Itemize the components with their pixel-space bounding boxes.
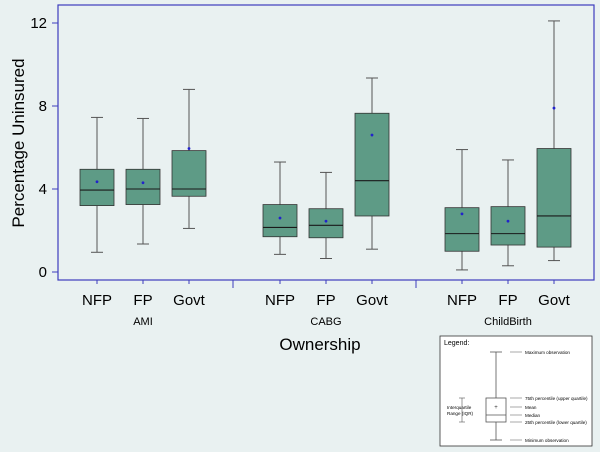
x-tick-label: FP <box>316 292 335 309</box>
legend-max-label: Maximum observation <box>525 350 570 355</box>
mean-marker <box>552 106 556 110</box>
y-tick-label: 0 <box>39 264 47 281</box>
x-tick-label: Govt <box>538 292 571 309</box>
mean-marker <box>324 219 328 223</box>
legend-iqr-label-2: Range (IQR) <box>447 411 474 416</box>
mean-marker <box>460 212 464 216</box>
y-tick-label: 8 <box>39 98 47 115</box>
legend-mean-marker: + <box>494 405 498 411</box>
mean-marker <box>506 219 510 223</box>
legend-title: Legend: <box>444 340 469 347</box>
legend: Legend: + Interquartile Range (IQR) Maxi… <box>439 335 593 447</box>
x-tick-label: Govt <box>173 292 206 309</box>
group-label: ChildBirth <box>484 316 532 328</box>
legend-mean-label: Mean <box>525 405 537 410</box>
legend-q3-label: 75th percentile (upper quartile) <box>525 396 588 401</box>
legend-median-label: Median <box>525 413 541 418</box>
group-label: AMI <box>133 316 153 328</box>
x-tick-label: FP <box>498 292 517 309</box>
x-tick-label: NFP <box>447 292 477 309</box>
y-axis: 0 4 8 12 <box>30 15 58 281</box>
iqr-box <box>125 168 161 205</box>
x-axis-label: Ownership <box>279 335 360 354</box>
iqr-box <box>354 112 390 217</box>
y-axis-label: Percentage Uninsured <box>9 58 28 227</box>
legend-box <box>439 335 593 447</box>
mean-marker <box>370 133 374 137</box>
boxes-layer <box>79 20 572 271</box>
legend-iqr-label-1: Interquartile <box>447 405 472 410</box>
iqr-box <box>79 168 115 207</box>
iqr-box <box>444 207 480 252</box>
mean-marker <box>141 181 145 185</box>
x-tick-label: Govt <box>356 292 389 309</box>
legend-min-label: Minimum observation <box>525 438 569 443</box>
y-tick-label: 12 <box>30 15 47 32</box>
x-axis: NFP FP Govt AMI NFP FP Govt CABG NFP FP Govt ChildB… <box>82 280 571 328</box>
mean-marker <box>95 180 99 184</box>
group-label: CABG <box>310 316 341 328</box>
iqr-box <box>536 148 572 248</box>
x-tick-label: NFP <box>265 292 295 309</box>
mean-marker <box>278 216 282 220</box>
legend-q1-label: 25th percentile (lower quartile) <box>525 420 587 425</box>
iqr-box <box>490 206 526 246</box>
x-tick-label: NFP <box>82 292 112 309</box>
group-separators <box>232 280 417 288</box>
iqr-box <box>308 208 344 239</box>
iqr-box <box>262 204 298 238</box>
y-tick-label: 4 <box>39 181 47 198</box>
mean-marker <box>187 147 191 150</box>
x-tick-label: FP <box>133 292 152 309</box>
